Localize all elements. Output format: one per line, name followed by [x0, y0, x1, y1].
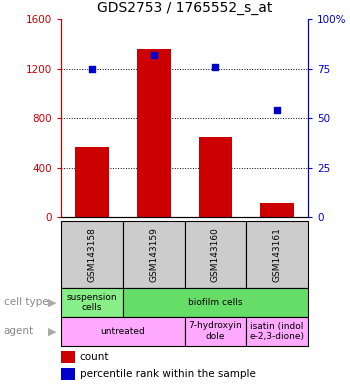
- Bar: [61, 368, 75, 380]
- Bar: [246, 221, 308, 288]
- Text: agent: agent: [4, 326, 34, 336]
- Text: biofilm cells: biofilm cells: [188, 298, 243, 307]
- Bar: [61, 288, 123, 317]
- Point: [89, 66, 95, 72]
- Text: percentile rank within the sample: percentile rank within the sample: [80, 369, 256, 379]
- Text: 7-hydroxyin
dole: 7-hydroxyin dole: [189, 321, 242, 341]
- Text: isatin (indol
e-2,3-dione): isatin (indol e-2,3-dione): [250, 321, 304, 341]
- Text: GSM143160: GSM143160: [211, 227, 220, 282]
- Text: cell type: cell type: [4, 297, 48, 308]
- Bar: [185, 221, 246, 288]
- Bar: [260, 204, 294, 217]
- Bar: [137, 49, 171, 217]
- Bar: [246, 317, 308, 346]
- Bar: [61, 351, 75, 363]
- Point: [151, 52, 156, 58]
- Bar: [61, 221, 123, 288]
- Text: count: count: [80, 352, 109, 362]
- Bar: [61, 317, 185, 346]
- Text: ▶: ▶: [48, 297, 57, 308]
- Point: [274, 107, 280, 113]
- Text: GSM143161: GSM143161: [273, 227, 282, 282]
- Bar: [123, 221, 184, 288]
- Bar: [185, 317, 246, 346]
- Text: GSM143159: GSM143159: [149, 227, 158, 282]
- Bar: [198, 137, 232, 217]
- Text: suspension
cells: suspension cells: [67, 293, 117, 312]
- Text: GSM143158: GSM143158: [88, 227, 97, 282]
- Point: [213, 64, 218, 70]
- Bar: [75, 147, 109, 217]
- Text: ▶: ▶: [48, 326, 57, 336]
- Title: GDS2753 / 1765552_s_at: GDS2753 / 1765552_s_at: [97, 2, 272, 15]
- Text: untreated: untreated: [100, 327, 145, 336]
- Bar: [123, 288, 308, 317]
